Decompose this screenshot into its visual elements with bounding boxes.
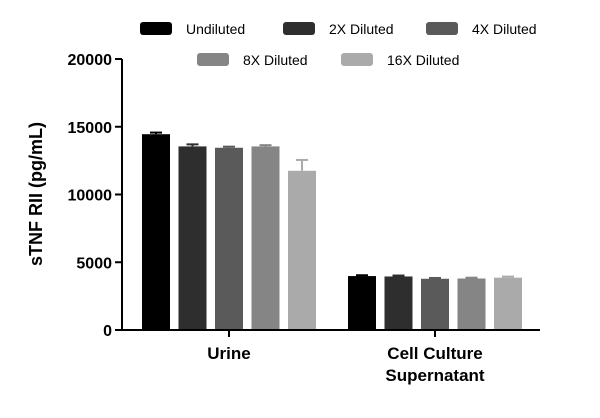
y-tick-label: 0 [103, 323, 112, 340]
bar [288, 170, 316, 330]
legend-label: 4X Diluted [472, 21, 537, 37]
bar [348, 276, 376, 330]
bar [421, 278, 449, 330]
bar [384, 276, 413, 330]
bar [251, 146, 280, 330]
bars [142, 131, 522, 330]
x-tick-label: Cell Culture [387, 344, 482, 363]
legend-label: 8X Diluted [243, 52, 308, 68]
legend-label: 16X Diluted [387, 52, 459, 68]
y-axis-label: sTNF RII (pg/mL) [26, 122, 46, 266]
y-tick-label: 20000 [68, 52, 113, 69]
legend-swatch [426, 22, 458, 35]
legend-swatch [140, 22, 172, 35]
legend-label: 2X Diluted [329, 21, 394, 37]
legend: Undiluted 2X Diluted 4X Diluted 8X Diluted 1… [140, 21, 537, 68]
bar [142, 134, 170, 330]
x-axis: Urine Cell Culture Supernatant [122, 329, 540, 385]
bar [457, 278, 486, 330]
legend-swatch [283, 22, 315, 35]
legend-label: Undiluted [186, 21, 245, 37]
bar [215, 147, 243, 330]
legend-swatch [197, 53, 229, 66]
x-tick-label: Urine [207, 344, 250, 363]
y-tick-label: 15000 [68, 120, 113, 137]
y-axis: 0 5000 10000 15000 20000 [68, 52, 123, 340]
y-tick-label: 10000 [68, 188, 113, 205]
bar [494, 277, 522, 330]
legend-swatch [341, 53, 373, 66]
y-tick-label: 5000 [76, 255, 112, 272]
bar [178, 146, 207, 330]
x-tick-label: Supernatant [385, 366, 485, 385]
